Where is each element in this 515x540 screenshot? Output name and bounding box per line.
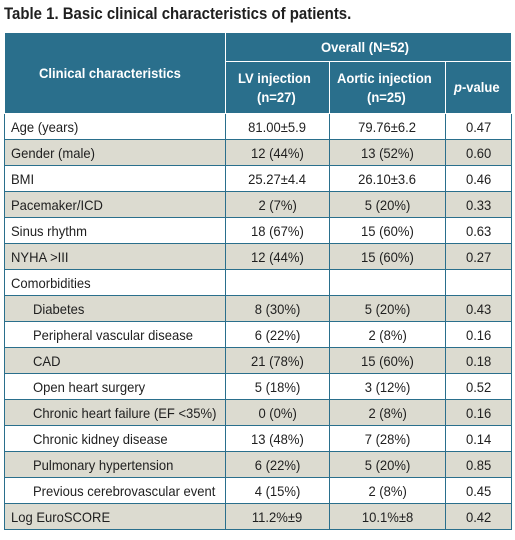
- aortic-value: 5 (20%): [329, 295, 446, 322]
- table-row: Sinus rhythm 18 (67%) 15 (60%) 0.63: [4, 217, 513, 244]
- aortic-value: 2 (8%): [329, 477, 446, 504]
- p-value: 0.52: [444, 373, 513, 400]
- p-value: [444, 269, 513, 296]
- lv-value: 21 (78%): [225, 347, 330, 374]
- aortic-value: 2 (8%): [329, 399, 446, 426]
- aortic-value: [329, 269, 446, 296]
- aortic-value: 2 (8%): [329, 321, 446, 348]
- clinical-table: Clinical characteristics Overall (N=52) …: [4, 32, 513, 530]
- table-row: Chronic heart failure (EF <35%) 0 (0%) 2 (…: [4, 399, 513, 426]
- row-label: Chronic heart failure (EF <35%): [4, 399, 226, 426]
- row-label: Sinus rhythm: [4, 217, 226, 244]
- aortic-value: 10.1%±8: [329, 503, 446, 530]
- table-row: Log EuroSCORE 11.2%±9 10.1%±8 0.42: [4, 503, 513, 530]
- table-row: Chronic kidney disease 13 (48%) 7 (28%) 0.1…: [4, 425, 513, 452]
- row-label: Comorbidities: [4, 269, 226, 296]
- p-value: 0.45: [444, 477, 513, 504]
- lv-value: 12 (44%): [225, 139, 330, 166]
- lv-value: 2 (7%): [225, 191, 330, 218]
- lv-value: 6 (22%): [225, 451, 330, 478]
- table-row: Open heart surgery 5 (18%) 3 (12%) 0.52: [4, 373, 513, 400]
- aortic-value: 15 (60%): [329, 243, 446, 270]
- row-label: Log EuroSCORE: [4, 503, 226, 530]
- aortic-value: 13 (52%): [329, 139, 446, 166]
- aortic-value: 3 (12%): [329, 373, 446, 400]
- table-title: Table 1. Basic clinical characteristics …: [4, 4, 352, 23]
- row-label: Diabetes: [4, 295, 226, 322]
- aortic-value: 5 (20%): [329, 451, 446, 478]
- lv-value: 18 (67%): [225, 217, 330, 244]
- lv-value: 4 (15%): [225, 477, 330, 504]
- row-label: Pacemaker/ICD: [4, 191, 226, 218]
- lv-value: 6 (22%): [225, 321, 330, 348]
- aortic-value: 15 (60%): [329, 217, 446, 244]
- lv-value: 5 (18%): [225, 373, 330, 400]
- table-row: Pulmonary hypertension 6 (22%) 5 (20%) 0.85: [4, 451, 513, 478]
- table-row: Comorbidities: [4, 269, 513, 296]
- p-value: 0.16: [444, 399, 513, 426]
- aortic-value: 26.10±3.6: [329, 165, 446, 192]
- p-value: 0.47: [444, 113, 513, 140]
- table-row: Peripheral vascular disease 6 (22%) 2 (8%)…: [4, 321, 513, 348]
- table-row: Previous cerebrovascular event 4 (15%) 2 (…: [4, 477, 513, 504]
- row-label: NYHA >III: [4, 243, 226, 270]
- lv-value: 12 (44%): [225, 243, 330, 270]
- p-value: 0.14: [444, 425, 513, 452]
- row-label: Chronic kidney disease: [4, 425, 226, 452]
- row-label: BMI: [4, 165, 226, 192]
- aortic-value: 5 (20%): [329, 191, 446, 218]
- lv-value: 0 (0%): [225, 399, 330, 426]
- lv-value: 11.2%±9: [225, 503, 330, 530]
- header-clinical-characteristics: Clinical characteristics: [4, 32, 226, 114]
- p-value: 0.85: [444, 451, 513, 478]
- header-lv-injection: LV injection (n=27): [225, 61, 330, 114]
- p-value: 0.46: [444, 165, 513, 192]
- table-row: Gender (male) 12 (44%) 13 (52%) 0.60: [4, 139, 513, 166]
- p-value: 0.16: [444, 321, 513, 348]
- aortic-value: 7 (28%): [329, 425, 446, 452]
- table-body: Age (years) 81.00±5.9 79.76±6.2 0.47 Gender …: [4, 113, 513, 530]
- lv-value: 13 (48%): [225, 425, 330, 452]
- header-aortic-injection: Aortic injection (n=25): [329, 61, 446, 114]
- header-p-value: p-value: [444, 61, 513, 114]
- row-label: Peripheral vascular disease: [4, 321, 226, 348]
- table-row: Age (years) 81.00±5.9 79.76±6.2 0.47: [4, 113, 513, 140]
- table-row: BMI 25.27±4.4 26.10±3.6 0.46: [4, 165, 513, 192]
- row-label: Pulmonary hypertension: [4, 451, 226, 478]
- table-row: NYHA >III 12 (44%) 15 (60%) 0.27: [4, 243, 513, 270]
- table-row: Pacemaker/ICD 2 (7%) 5 (20%) 0.33: [4, 191, 513, 218]
- p-value: 0.42: [444, 503, 513, 530]
- row-label: Open heart surgery: [4, 373, 226, 400]
- lv-value: 81.00±5.9: [225, 113, 330, 140]
- row-label: Age (years): [4, 113, 226, 140]
- table-row: Diabetes 8 (30%) 5 (20%) 0.43: [4, 295, 513, 322]
- table-row: CAD 21 (78%) 15 (60%) 0.18: [4, 347, 513, 374]
- header-overall: Overall (N=52): [224, 32, 513, 62]
- p-value: 0.18: [444, 347, 513, 374]
- aortic-value: 79.76±6.2: [329, 113, 446, 140]
- lv-value: 25.27±4.4: [225, 165, 330, 192]
- lv-value: 8 (30%): [225, 295, 330, 322]
- p-value: 0.33: [444, 191, 513, 218]
- p-value: 0.43: [444, 295, 513, 322]
- row-label: CAD: [4, 347, 226, 374]
- p-value: 0.60: [444, 139, 513, 166]
- p-value: 0.63: [444, 217, 513, 244]
- row-label: Gender (male): [4, 139, 226, 166]
- lv-value: [225, 269, 330, 296]
- aortic-value: 15 (60%): [329, 347, 446, 374]
- row-label: Previous cerebrovascular event: [4, 477, 226, 504]
- p-value: 0.27: [444, 243, 513, 270]
